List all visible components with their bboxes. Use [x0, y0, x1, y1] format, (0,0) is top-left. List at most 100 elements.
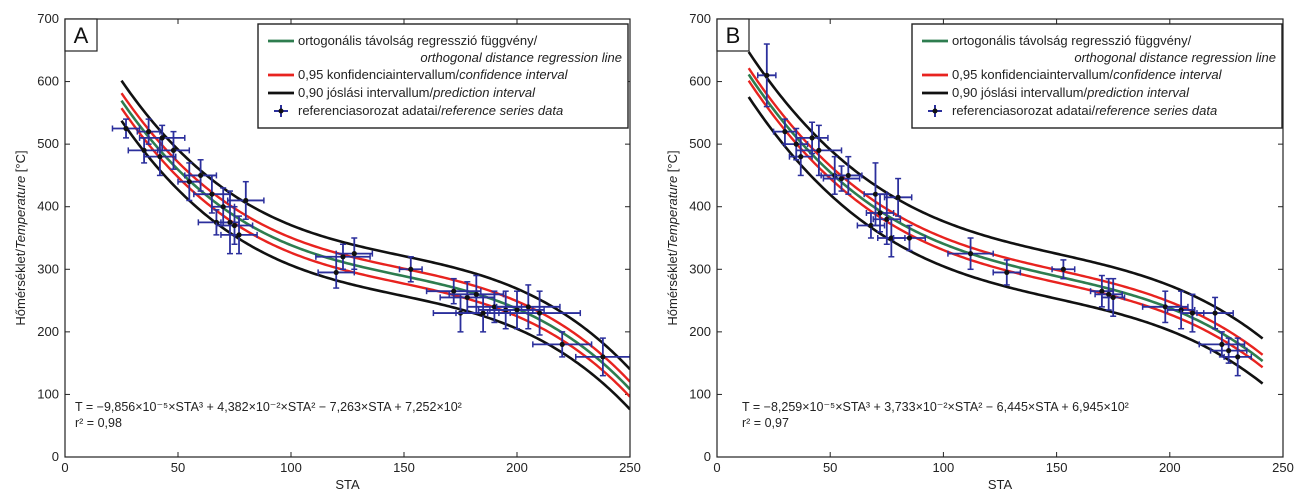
plot-frame — [716, 18, 1284, 458]
data-point — [757, 43, 777, 108]
data-point-marker — [236, 232, 242, 238]
y-tick-label: 200 — [37, 324, 59, 339]
data-point — [1051, 259, 1076, 280]
legend-item-confidence: 0,95 konfidenciaintervallum/confidence i… — [268, 67, 569, 82]
data-point — [992, 259, 1022, 286]
y-tick-label: 500 — [689, 136, 711, 151]
legend-label-main: 0,90 jóslási intervallum/ — [298, 85, 434, 100]
legend-label-italic: orthogonal distance regression line — [1074, 50, 1276, 65]
legend-item-prediction: 0,90 jóslási intervallum/prediction inte… — [268, 85, 536, 100]
prediction-lower-line — [120, 119, 630, 411]
legend-label-italic: prediction interval — [432, 85, 536, 100]
legend: ortogonális távolság regresszió függvény… — [257, 23, 629, 129]
data-point-marker — [491, 304, 497, 310]
data-point — [863, 162, 888, 227]
data-point-marker — [1004, 269, 1010, 276]
data-point-marker — [782, 129, 788, 135]
data-point — [1209, 337, 1248, 364]
data-point — [1196, 296, 1234, 330]
plot-frame — [64, 18, 631, 458]
data-point-marker — [408, 266, 414, 272]
legend-label-main: 0,95 konfidenciaintervallum/ — [952, 67, 1114, 82]
x-axis-title: STA — [335, 477, 360, 492]
y-axis-title-italic: Temperature — [13, 176, 28, 249]
data-point — [398, 256, 423, 283]
x-tick-label: 250 — [1272, 460, 1294, 475]
x-tick-label: 250 — [619, 460, 641, 475]
data-point-marker — [186, 179, 192, 185]
legend-label: 0,95 konfidenciaintervallum/confidence i… — [298, 67, 569, 82]
data-point — [784, 127, 809, 161]
data-point — [215, 205, 254, 246]
data-points — [111, 118, 630, 377]
legend-item-regression: ortogonális távolság regresszió függvény… — [268, 33, 622, 65]
y-tick-label: 300 — [689, 261, 711, 276]
legend-label-italic: orthogonal distance regression line — [420, 50, 622, 65]
x-tick-label: 0 — [61, 460, 68, 475]
regression-equation: T = −8,259×10⁻⁵×STA³ + 3,733×10⁻²×STA² −… — [742, 400, 1129, 414]
y-tick-label: 600 — [689, 74, 711, 89]
data-point — [136, 118, 161, 145]
y-tick-label: 0 — [52, 449, 59, 464]
y-tick-label: 100 — [689, 386, 711, 401]
data-point-marker — [227, 219, 233, 225]
legend-label: 0,95 konfidenciaintervallum/confidence i… — [952, 67, 1223, 82]
data-point — [156, 130, 191, 170]
data-point-marker — [243, 197, 249, 204]
y-tick-label: 0 — [704, 449, 711, 464]
x-tick-label: 0 — [713, 460, 720, 475]
data-point — [795, 121, 829, 155]
data-point — [111, 118, 141, 139]
legend-label-main: 0,95 konfidenciaintervallum/ — [298, 67, 460, 82]
data-point-marker — [1099, 288, 1105, 294]
y-tick-label: 500 — [37, 136, 59, 151]
data-point-marker — [764, 72, 770, 78]
x-tick-label: 50 — [171, 460, 185, 475]
data-point-marker — [537, 310, 543, 316]
data-point-marker — [1189, 310, 1196, 316]
data-point-marker — [1110, 294, 1116, 301]
legend-item-prediction: 0,90 jóslási intervallum/prediction inte… — [922, 85, 1190, 100]
data-point-marker — [333, 269, 339, 276]
data-point-marker — [157, 154, 163, 160]
data-point-marker — [793, 141, 799, 147]
y-tick-label: 100 — [37, 386, 59, 401]
data-point-marker — [600, 354, 606, 360]
data-point — [872, 193, 902, 246]
y-axis-title: Hőmérséklet/Temperature [°C] — [13, 150, 28, 325]
data-point-marker — [1226, 348, 1232, 354]
data-point-marker — [351, 251, 357, 257]
data-point — [892, 224, 927, 252]
x-tick-label: 150 — [1046, 460, 1068, 475]
data-point-marker — [213, 219, 220, 225]
data-point — [1094, 277, 1124, 311]
data-point — [425, 277, 482, 305]
data-point-marker — [220, 204, 226, 210]
panel-a-chart: 0 50 100 150 200 250 0 100 200 300 400 500 600 700 STA… — [13, 11, 641, 492]
x-axis-title: STA — [988, 477, 1013, 492]
data-point-marker — [1060, 266, 1066, 272]
panel-label: B — [726, 23, 741, 48]
data-point — [143, 137, 177, 177]
data-point-marker — [198, 172, 204, 179]
legend-item-regression: ortogonális távolság regresszió függvény… — [922, 33, 1276, 65]
data-point — [335, 237, 374, 271]
data-point-marker — [877, 210, 883, 216]
y-axis-title-main: Hőmérséklet/ — [665, 249, 680, 326]
prediction-upper-line — [747, 51, 1264, 340]
data-point-marker — [868, 222, 874, 229]
y-tick-label: 600 — [37, 74, 59, 89]
data-point — [1101, 277, 1126, 317]
data-point-marker — [967, 251, 974, 257]
y-tick-label: 200 — [689, 324, 711, 339]
legend-label: referenciasorozat adatai/reference serie… — [298, 103, 563, 118]
legend-label-italic: reference series data — [441, 103, 563, 118]
y-tick-label: 700 — [689, 11, 711, 26]
data-point-marker — [1235, 354, 1241, 360]
data-point — [1223, 337, 1253, 377]
data-point-marker — [895, 194, 901, 200]
legend-label: 0,90 jóslási intervallum/prediction inte… — [298, 85, 536, 100]
legend-label-main: referenciasorozat adatai/ — [952, 103, 1095, 118]
confidence-lower-line — [120, 107, 630, 398]
legend-label-italic: confidence interval — [459, 67, 569, 82]
